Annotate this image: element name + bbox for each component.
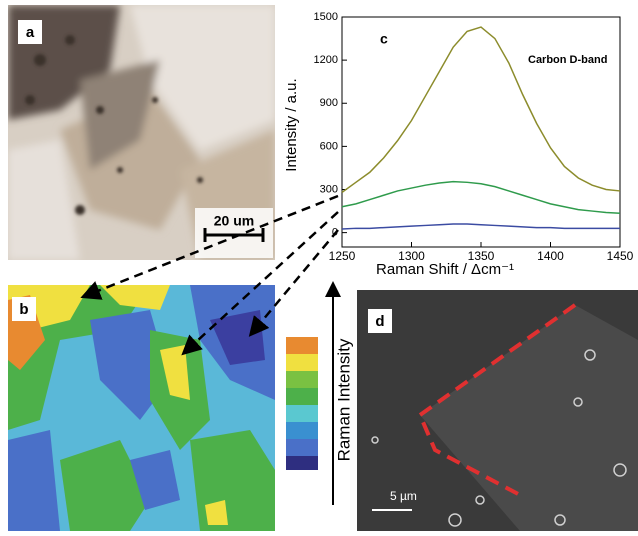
raman-map: b (8, 285, 275, 531)
x-axis-label: Raman Shift / Δcm⁻¹ (376, 261, 514, 278)
x-tick-label: 1400 (537, 249, 564, 263)
spectrum-line (342, 224, 620, 229)
scale-bar-label: 5 µm (390, 489, 417, 503)
colorbar (286, 337, 318, 470)
x-tick-label: 1450 (607, 249, 634, 263)
panel-label: d (375, 313, 384, 330)
y-tick-label: 0 (332, 227, 338, 239)
sem-image: d 5 µm (357, 290, 638, 531)
spectrum-chart: c Carbon D-band Raman Shift / Δcm⁻¹ Inte… (283, 11, 634, 278)
y-tick-label: 300 (320, 183, 338, 195)
spectrum-line (342, 27, 620, 192)
optical-image: a 20 um (8, 5, 275, 260)
plot-frame (342, 17, 620, 247)
x-tick-label: 1350 (468, 249, 495, 263)
x-tick-label: 1300 (398, 249, 425, 263)
y-axis-label: Intensity / a.u. (283, 78, 300, 171)
figure: a 20 um b Raman Intensity (0, 0, 638, 531)
colorbar-label: Raman Intensity (334, 338, 353, 461)
annotation: Carbon D-band (528, 54, 607, 66)
panel-label: a (26, 24, 35, 41)
panel-label: b (19, 301, 28, 318)
scale-bar-label: 20 um (214, 213, 254, 229)
y-tick-label: 600 (320, 140, 338, 152)
y-tick-label: 1500 (314, 11, 338, 23)
panel-label: c (380, 31, 388, 47)
x-tick-label: 1250 (329, 249, 356, 263)
spectrum-line (342, 182, 620, 214)
y-tick-label: 900 (320, 97, 338, 109)
y-tick-label: 1200 (314, 54, 338, 66)
